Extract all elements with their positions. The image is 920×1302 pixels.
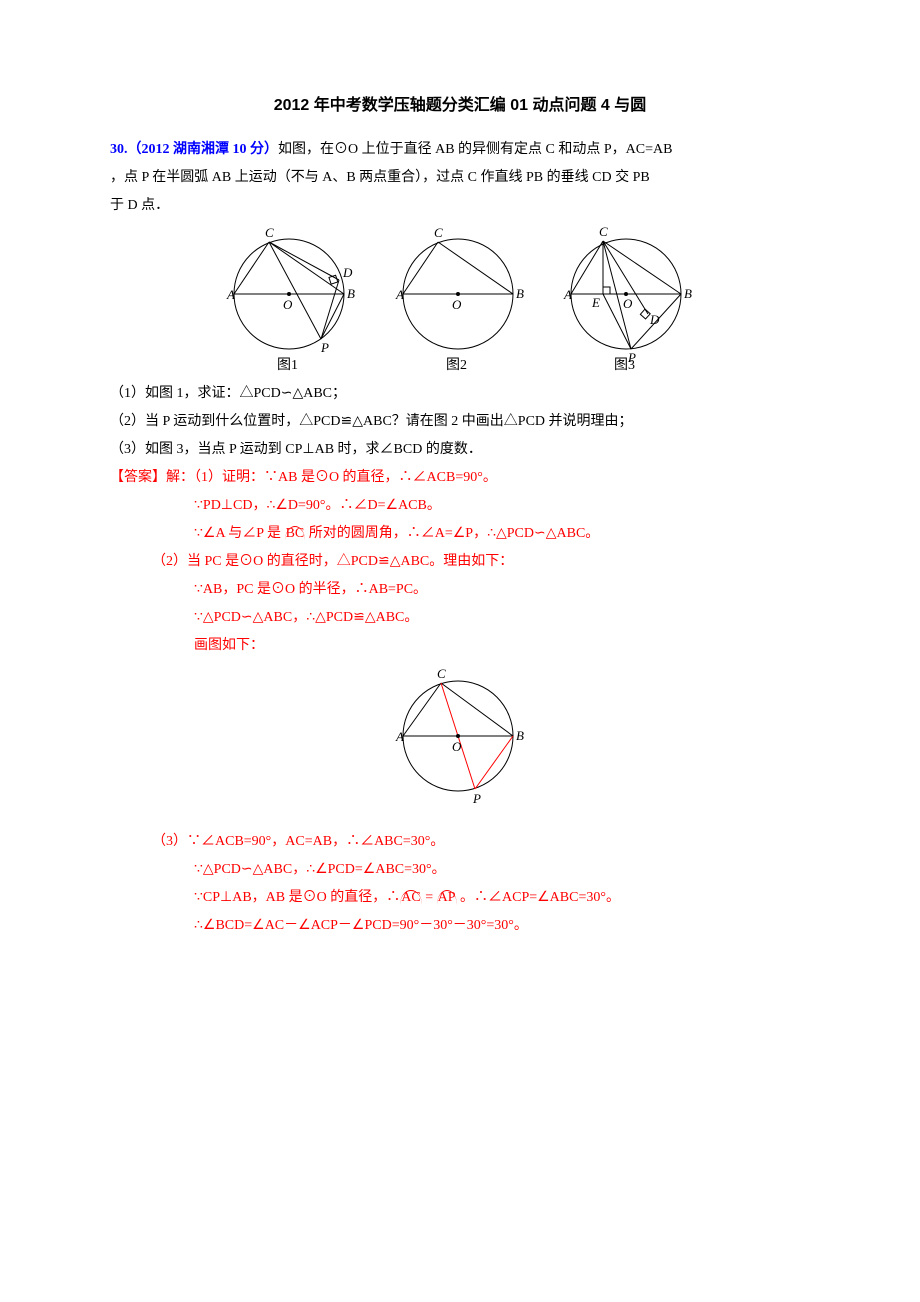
question-line2: ，点 P 在半圆弧 AB 上运动（不与 A、B 两点重合），过点 C 作直线 P… (110, 164, 810, 192)
answer-2-line2: ∵AB，PC 是⊙O 的半径，∴AB=PC。 (194, 576, 810, 604)
page-title: 2012 年中考数学压轴题分类汇编 01 动点问题 4 与圆 (110, 90, 810, 122)
svg-text:A: A (395, 729, 404, 744)
question-sub1: （1）如图 1，求证：△PCD∽△ABC； (110, 380, 810, 408)
answer-3-line3b: 。∴∠ACP=∠ABC=30°。 (457, 890, 620, 905)
svg-text:A: A (563, 287, 572, 302)
svg-text:A: A (226, 287, 235, 302)
svg-text:A: A (395, 287, 404, 302)
svg-text:P: P (320, 340, 329, 355)
question-sub2: （2）当 P 运动到什么位置时，△PCD≌△ABC？请在图 2 中画出△PCD … (110, 408, 810, 436)
svg-text:P: P (472, 791, 481, 806)
answer-1-line3: ∵∠A 与∠P 是 BC 所对的圆周角，∴∠A=∠P，∴△PCD∽△ABC。 (194, 520, 810, 548)
svg-text:图2: 图2 (446, 358, 467, 373)
svg-text:O: O (623, 296, 633, 311)
svg-text:C: C (599, 224, 608, 239)
answer-2-line3: ∵△PCD∽△ABC，∴△PCD≌△ABC。 (194, 604, 810, 632)
answer-label: 【答案】 (110, 470, 166, 485)
answer-3-line2: ∵△PCD∽△ABC，∴∠PCD=∠ABC=30°。 (194, 856, 810, 884)
answer-3-line1: （3）∵∠ACB=90°，AC=AB，∴∠ABC=30°。 (152, 828, 810, 856)
svg-text:D: D (342, 265, 353, 280)
svg-text:O: O (452, 739, 462, 754)
svg-text:O: O (283, 297, 293, 312)
svg-text:O: O (452, 297, 462, 312)
figure-1: A B C D O P 图1 (209, 224, 374, 374)
svg-text:D: D (649, 312, 660, 327)
question-statement: 30.（2012 湖南湘潭 10 分）如图，在⊙O 上位于直径 AB 的异侧有定… (110, 136, 810, 164)
svg-text:B: B (684, 286, 692, 301)
question-line3: 于 D 点． (110, 192, 810, 220)
svg-text:图3: 图3 (614, 358, 635, 373)
svg-text:C: C (265, 225, 274, 240)
svg-text:图1: 图1 (277, 358, 298, 373)
answer-1-line3a: ∵∠A 与∠P 是 (194, 526, 285, 541)
answer-3-eq: = (422, 890, 437, 905)
arc-ac: AC (400, 890, 421, 905)
answer-3-line4: ∴∠BCD=∠AC－∠ACP－∠PCD=90°－30°－30°=30°。 (194, 912, 810, 940)
question-line1: 如图，在⊙O 上位于直径 AB 的异侧有定点 C 和动点 P，AC=AB (278, 142, 672, 157)
answer-1-head: 解：（1）证明：∵AB 是⊙O 的直径，∴∠ACB=90°。 (166, 470, 497, 485)
answer-1-line2: ∵PD⊥CD，∴∠D=90°。∴∠D=∠ACB。 (194, 492, 810, 520)
document-page: 2012 年中考数学压轴题分类汇编 01 动点问题 4 与圆 30.（2012 … (0, 0, 920, 1000)
arc-bc: BC (285, 526, 306, 541)
question-sub3: （3）如图 3，当点 P 运动到 CP⊥AB 时，求∠BCD 的度数． (110, 436, 810, 464)
answer-2-line1: （2）当 PC 是⊙O 的直径时，△PCD≌△ABC。理由如下： (152, 548, 810, 576)
answer-3-line3: ∵CP⊥AB，AB 是⊙O 的直径，∴AC = AP 。∴∠ACP=∠ABC=3… (194, 884, 810, 912)
figure-2: A B C O 图2 (378, 224, 543, 374)
svg-text:B: B (347, 286, 355, 301)
svg-text:B: B (516, 286, 524, 301)
svg-text:C: C (437, 666, 446, 681)
arc-ap: AP (437, 890, 457, 905)
svg-text:C: C (434, 225, 443, 240)
svg-text:B: B (516, 728, 524, 743)
question-number: 30.（2012 湖南湘潭 10 分） (110, 142, 278, 157)
figure-3: A B C E O D P 图3 (546, 224, 711, 374)
answer-2-line4: 画图如下： (194, 632, 810, 660)
answer-1-line3b: 所对的圆周角，∴∠A=∠P，∴△PCD∽△ABC。 (305, 526, 599, 541)
svg-text:E: E (591, 295, 600, 310)
answer-3-line3a: ∵CP⊥AB，AB 是⊙O 的直径，∴ (194, 890, 400, 905)
answer-figure: A B C O P (110, 666, 810, 822)
answer-line1: 【答案】解：（1）证明：∵AB 是⊙O 的直径，∴∠ACB=90°。 (110, 464, 810, 492)
figure-row: A B C D O P 图1 A B C O 图2 (110, 224, 810, 374)
